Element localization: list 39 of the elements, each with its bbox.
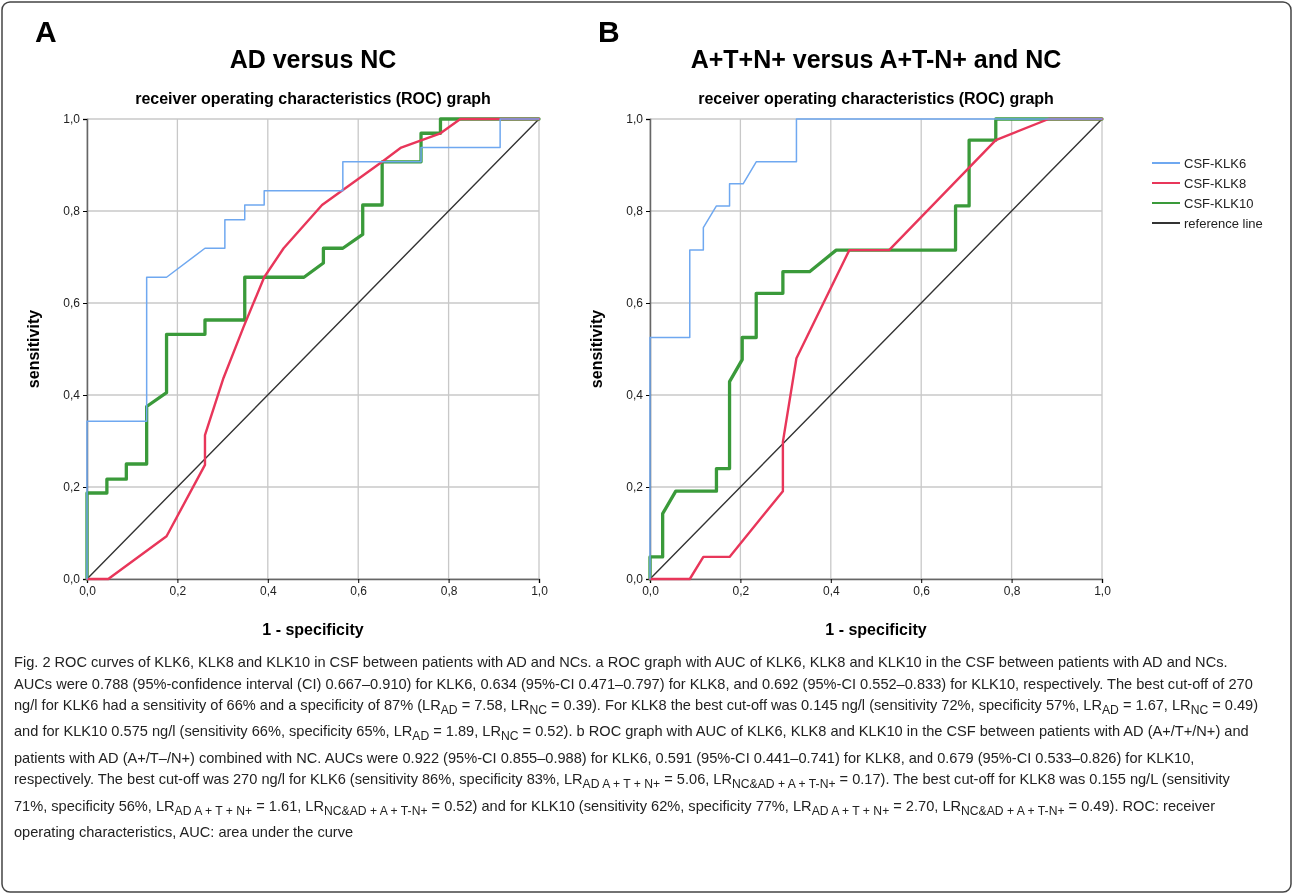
x-tick-label: 0,4: [259, 583, 277, 598]
x-tick-label: 0,6: [913, 583, 931, 598]
x-tick-label: 0,2: [169, 583, 187, 598]
y-tick-label: 0,0: [63, 572, 81, 587]
y-tick-label: 0,4: [626, 388, 644, 403]
y-tick-label: 0,0: [626, 572, 644, 587]
y-tick-label: 0,2: [63, 480, 81, 495]
y-axis-title: sensitivity: [588, 309, 605, 389]
x-axis-title: 1 - specificity: [262, 621, 364, 638]
x-tick-label: 0,4: [822, 583, 840, 598]
chart-subtitle: receiver operating characteristics (ROC) graph: [698, 90, 1054, 107]
x-tick-label: 0,0: [79, 583, 97, 598]
chart-title: AD versus NC: [229, 45, 397, 73]
text: Fig. 2 ROC curves of KLK6, KLK8 and KLK10 in CSF between patients with AD and NCs. a ROC graph with AUC of KLK6, KLK8 and KLK10 in the CSF between patients with AD and NCs. AUCs were 0.788 (95%-confidence interval (CI) 0.667–0.910) for KLK6, 0.634 (95%-CI 0.471–0.797) for KLK8, and 0.692 (95%-CI 0.552–0.833) for KLK10, respectively. The best cut-off of 270 ng/l for KLK6 had a sensitivity of 66% and a specificity of 87% (LR$_{AD}$ = 7.58, LR$_{NC}$ = 0.39). For KLK8 the best cut-off was 0.145 ng/l (sensitivity 72%, specificity 57%, LR$_{AD}$ = 1.67, LR$_{NC}$ = 0.49) and for KLK10 0.575 ng/l (sensitivity 66%, specificity 65%, LR$_{AD}$ = 1.89, LR$_{NC}$ = 0.52). b ROC graph with AUC of KLK6, KLK8 and KLK10 in the CSF between patients with AD (A+/T+/N+) and patients with AD (A+/T–/N+) combined with NC. AUCs were 0.922 (95%-CI 0.855–0.988) for KLK6, 0.591 (95%-CI 0.441–0.741) for KLK8, and 0.679 (95%-CI 0.533–0.826) for KLK10, respectively. The best cut-off was 270 ng/l for KLK6 (sensitivity 86%, specificity 83%, LR$_{AD A + T + N+}$ = 5.06, LR$_{NC&AD + A + T-N+}$ = 0.17). The best cut-off for KLK8 was 0.155 ng/L (sensitivity 71%, specificity 56%, LR$_{AD A + T + N+}$ = 1.61, LR$_{NC&AD + A + T-N+}$ = 0.52) and for KLK10 (sensitivity 62%, specificity 77%, LR$_{AD A + T + N+}$ = 2.70, LR$_{NC&AD + A + T-N+}$ = 0.49). ROC: receiver operating characteristics, AUC: area under the curve: [14, 654, 1259, 841]
x-axis-title: 1 - specificity: [825, 621, 927, 638]
x-tick-label: 0,6: [350, 583, 368, 598]
text: A: [35, 15, 57, 48]
y-tick-label: 1,0: [63, 112, 81, 127]
y-tick-label: 1,0: [626, 112, 644, 127]
legend-label: CSF-KLK6: [1184, 155, 1247, 171]
y-tick-label: 0,6: [63, 296, 81, 311]
y-tick-label: 0,8: [626, 204, 644, 219]
y-tick-label: 0,2: [626, 480, 644, 495]
x-tick-label: 1,0: [1094, 583, 1112, 598]
y-tick-label: 0,8: [63, 204, 81, 219]
x-tick-label: 0,2: [732, 583, 750, 598]
text: B: [598, 15, 620, 48]
legend-label: reference line: [1184, 215, 1263, 231]
legend-label: CSF-KLK10: [1184, 195, 1254, 211]
chart-subtitle: receiver operating characteristics (ROC) graph: [135, 90, 491, 107]
y-tick-label: 0,6: [626, 296, 644, 311]
y-axis-title: sensitivity: [25, 309, 42, 389]
x-tick-label: 0,0: [642, 583, 660, 598]
x-tick-label: 0,8: [440, 583, 458, 598]
chart-title: A+T+N+ versus A+T-N+ and NC: [690, 45, 1062, 73]
y-tick-label: 0,4: [63, 388, 81, 403]
x-tick-label: 0,8: [1003, 583, 1021, 598]
x-tick-label: 1,0: [531, 583, 549, 598]
legend-label: CSF-KLK8: [1184, 175, 1247, 191]
